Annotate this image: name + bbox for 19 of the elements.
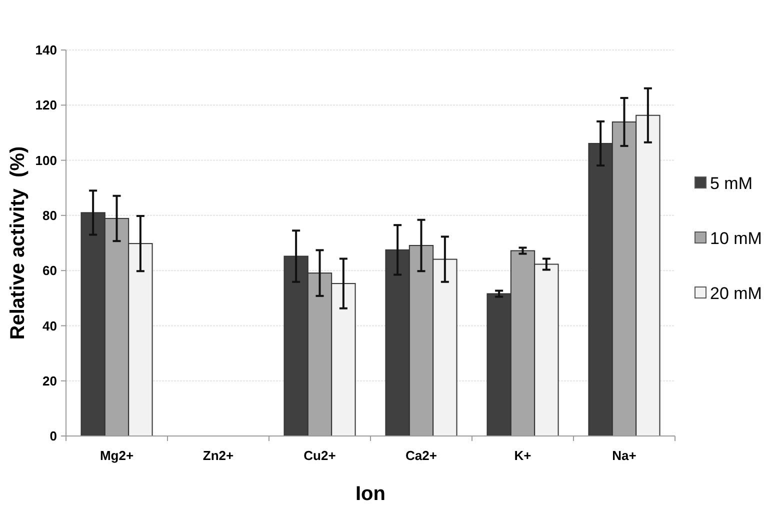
y-axis-title: Relative activity (%) [7, 146, 29, 340]
y-tick-label: 20 [42, 373, 57, 388]
y-tick-label: 120 [35, 98, 57, 113]
legend-label: 10 mM [710, 228, 762, 248]
y-tick-label: 0 [50, 428, 57, 444]
x-tick-label: Cu2+ [304, 448, 336, 463]
text: 20 mM [710, 284, 762, 303]
y-tick-label: 40 [42, 318, 57, 334]
x-tick-label: Zn2+ [202, 448, 234, 463]
y-tick-label: 140 [35, 42, 57, 58]
y-tick-label: 100 [35, 152, 57, 168]
x-tick-label: K+ [514, 448, 532, 463]
x-tick-label: Na+ [612, 448, 637, 463]
x-tick-label: Ca2+ [406, 448, 438, 463]
legend-label: 5 mM [710, 174, 752, 193]
y-tick-label: 80 [42, 208, 57, 223]
x-axis-title: Ion [356, 483, 386, 505]
y-tick-label: 60 [42, 263, 57, 278]
x-tick-label: Mg2+ [100, 448, 134, 463]
